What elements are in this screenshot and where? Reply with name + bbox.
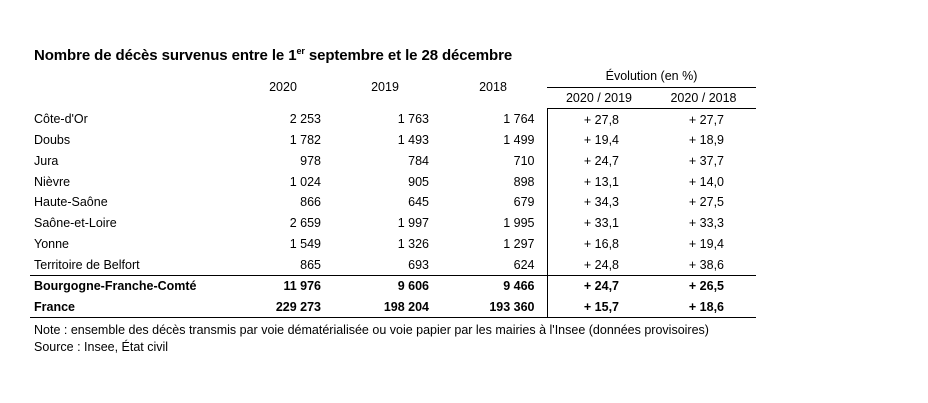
- cell-ev-2020-2018: + 19,4: [688, 236, 724, 251]
- header-blank: [30, 66, 235, 109]
- header-2019: 2019: [371, 80, 399, 95]
- cell-2018: 1 995: [503, 216, 535, 231]
- cell-ev-2020-2019: + 15,7: [546, 296, 651, 319]
- cell-ev-2020-2018: + 18,9: [688, 133, 724, 148]
- deaths-table: 2020 2019 2018 Évolution (en %) 2020 / 2…: [30, 66, 756, 319]
- cell-2018: 1 499: [503, 133, 535, 148]
- table-body: Côte-d'Or 2 253 1 763 1 764 + 27,8 + 27,7 Doub…: [30, 108, 756, 319]
- cell-2018: 193 360: [439, 296, 547, 319]
- cell-2019: 784: [408, 154, 429, 169]
- title-text-end: septembre et le 28 décembre: [304, 47, 513, 64]
- cell-ev-2020-2018: + 27,7: [688, 112, 724, 127]
- note-text: Note : ensemble des décès transmis par v…: [34, 323, 709, 337]
- cell-ev-2020-2019: + 13,1: [546, 171, 651, 193]
- row-name: France: [30, 296, 235, 319]
- row-name: Haute-Saône: [34, 195, 108, 210]
- header-ev-2020-2019: 2020 / 2019: [547, 87, 651, 110]
- cell-2019: 645: [408, 195, 429, 210]
- cell-ev-2020-2019: + 16,8: [546, 233, 651, 255]
- row-name: Yonne: [34, 236, 69, 251]
- cell-2018: 1 764: [503, 112, 535, 127]
- footnote: Note : ensemble des décès transmis par v…: [34, 322, 709, 355]
- cell-2019: 1 997: [397, 216, 429, 231]
- cell-2020: 2 253: [289, 112, 321, 127]
- cell-2018: 624: [513, 257, 535, 272]
- header-ev-2020-2018: 2020 / 2018: [651, 87, 756, 110]
- cell-ev-2020-2018: + 27,5: [688, 195, 724, 210]
- cell-2018: 898: [513, 174, 535, 189]
- header-2018: 2018: [479, 80, 507, 95]
- cell-ev-2020-2018: + 38,6: [688, 257, 724, 272]
- row-name: Doubs: [34, 133, 71, 148]
- cell-2019: 1 493: [397, 133, 429, 148]
- cell-ev-2020-2018: + 18,6: [651, 296, 756, 319]
- cell-ev-2020-2018: + 37,7: [688, 154, 724, 169]
- cell-2020: 1 782: [289, 133, 321, 148]
- cell-2020: 865: [300, 257, 321, 272]
- table-row: Yonne 1 549 1 326 1 297 + 16,8 + 19,4: [30, 233, 756, 255]
- cell-2018: 679: [513, 195, 535, 210]
- row-name: Jura: [34, 154, 59, 169]
- header-evolution: Évolution (en %): [547, 66, 756, 88]
- cell-2019: 905: [408, 174, 429, 189]
- table-row: Haute-Saône 866 645 679 + 34,3 + 27,5: [30, 192, 756, 213]
- cell-2018: 1 297: [503, 236, 535, 251]
- cell-2019: 1 763: [397, 112, 429, 127]
- cell-ev-2020-2019: + 27,8: [546, 108, 651, 131]
- header-2020: 2020: [269, 80, 297, 95]
- row-name: Nièvre: [34, 174, 71, 189]
- row-name: Côte-d'Or: [34, 112, 88, 127]
- cell-2020: 11 976: [235, 274, 331, 297]
- table-row: Jura 978 784 710 + 24,7 + 37,7: [30, 150, 756, 172]
- row-name: Saône-et-Loire: [34, 216, 117, 231]
- cell-2020: 2 659: [289, 216, 321, 231]
- table-row: Doubs 1 782 1 493 1 499 + 19,4 + 18,9: [30, 130, 756, 151]
- cell-ev-2020-2018: + 33,3: [688, 216, 724, 231]
- table-row: Bourgogne-Franche-Comté 11 976 9 606 9 466 +…: [30, 274, 756, 297]
- cell-ev-2020-2018: + 14,0: [688, 174, 724, 189]
- cell-2019: 198 204: [331, 296, 439, 319]
- cell-2019: 1 326: [397, 236, 429, 251]
- cell-ev-2020-2019: + 33,1: [546, 212, 651, 234]
- table-row: Saône-et-Loire 2 659 1 997 1 995 + 33,1 + 33,…: [30, 212, 756, 234]
- cell-2020: 866: [300, 195, 321, 210]
- source-text: Source : Insee, État civil: [34, 339, 169, 354]
- table-row: France 229 273 198 204 193 360 + 15,7 + 18,6: [30, 296, 756, 319]
- table-title: Nombre de décès survenus entre le 1er se…: [34, 46, 512, 64]
- cell-ev-2020-2019: + 24,7: [546, 274, 651, 297]
- table-row: Côte-d'Or 2 253 1 763 1 764 + 27,8 + 27,7: [30, 108, 756, 131]
- cell-ev-2020-2019: + 34,3: [546, 192, 651, 213]
- cell-2019: 693: [408, 257, 429, 272]
- cell-ev-2020-2019: + 24,7: [546, 150, 651, 172]
- cell-2020: 1 549: [289, 236, 321, 251]
- cell-2018: 710: [513, 154, 535, 169]
- table-row: Nièvre 1 024 905 898 + 13,1 + 14,0: [30, 171, 756, 193]
- cell-ev-2020-2019: + 19,4: [546, 130, 651, 151]
- cell-2020: 978: [300, 154, 321, 169]
- row-name: Territoire de Belfort: [34, 257, 140, 272]
- cell-2018: 9 466: [439, 274, 547, 297]
- cell-2020: 1 024: [289, 174, 321, 189]
- title-text: Nombre de décès survenus entre le 1: [34, 47, 297, 64]
- cell-ev-2020-2019: + 24,8: [546, 254, 651, 276]
- cell-ev-2020-2018: + 26,5: [651, 274, 756, 297]
- row-name: Bourgogne-Franche-Comté: [30, 274, 235, 297]
- cell-2020: 229 273: [235, 296, 331, 319]
- title-superscript: er: [296, 46, 305, 56]
- table-row: Territoire de Belfort 865 693 624 + 24,8 + 38…: [30, 254, 756, 276]
- cell-2019: 9 606: [331, 274, 439, 297]
